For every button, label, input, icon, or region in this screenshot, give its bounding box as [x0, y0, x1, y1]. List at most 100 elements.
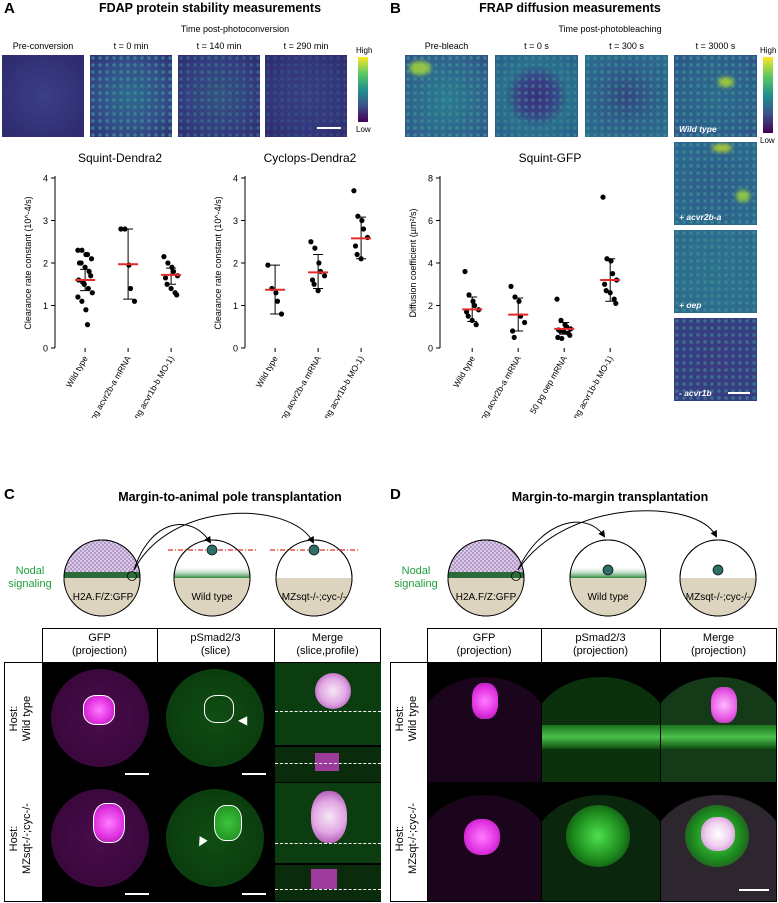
- chart-cyclops-dendra2: Cyclops-Dendra2 0 1 2 3 4 Clearance rate const…: [213, 151, 372, 418]
- data-point: [559, 335, 565, 342]
- fdap-image-t0: [90, 55, 172, 137]
- frap-image-t3000: Wild type: [674, 55, 757, 137]
- col-header-c-1: pSmad2/3 (slice): [190, 632, 241, 657]
- data-point: [611, 296, 617, 302]
- data-point: [567, 332, 573, 338]
- chart-squint-dendra2: Squint-Dendra2 0 1 2 3 4 Clearance rate consta…: [23, 151, 182, 418]
- host-label-c-1: MZsqt-/-;cyc-/-: [281, 592, 347, 603]
- data-point: [122, 226, 128, 232]
- data-point: [354, 251, 360, 258]
- data-point: [79, 298, 85, 304]
- data-point: [82, 264, 88, 270]
- data-point: [168, 285, 174, 292]
- data-point: [466, 292, 472, 298]
- y-tick-label: 2: [43, 259, 48, 269]
- frame-label-b-0: Pre-bleach: [424, 41, 469, 51]
- y-tick-label: 4: [43, 174, 48, 184]
- schematic-d: [447, 510, 757, 617]
- nodal-label-c: Nodal signaling: [8, 565, 52, 590]
- frame-label-a-0: Pre-conversion: [12, 41, 74, 51]
- data-point: [309, 277, 316, 283]
- data-point: [561, 329, 567, 335]
- data-point: [522, 319, 528, 326]
- data-point: [608, 258, 614, 264]
- data-point: [512, 294, 518, 300]
- data-point: [604, 256, 610, 262]
- data-point: [508, 283, 514, 289]
- x-tick-label: 100 pg acvr2b-a mRNA: [470, 354, 523, 418]
- data-point: [165, 260, 171, 266]
- data-point: [83, 307, 89, 313]
- y-tick-label: 3: [43, 216, 48, 226]
- panel-a-letter: A: [4, 0, 15, 17]
- host-label-d-1: MZsqt-/-;cyc-/-: [685, 592, 751, 603]
- d-gfp-wt: [428, 663, 541, 782]
- data-point: [510, 328, 516, 334]
- y-tick-label: 4: [233, 174, 238, 184]
- data-point: [78, 260, 84, 266]
- data-point: [86, 268, 92, 275]
- nodal-label-d: Nodal signaling: [394, 565, 438, 590]
- data-point: [84, 322, 91, 328]
- y-tick-label: 0: [428, 344, 433, 354]
- panel-c-title: Margin-to-animal pole transplantation: [118, 490, 342, 504]
- c-gfp-wt: [43, 663, 157, 782]
- frap-side-label-2: + oep: [679, 300, 702, 310]
- data-point: [473, 322, 479, 328]
- data-point: [308, 239, 314, 245]
- data-point: [355, 213, 361, 219]
- data-point: [359, 217, 365, 224]
- data-point: [315, 288, 321, 294]
- data-point: [278, 311, 285, 317]
- frame-label-b-2: t = 300 s: [609, 41, 644, 51]
- panel-a-subtitle: Time post-photoconversion: [180, 24, 290, 34]
- frap-side-label-3: - acvr1b: [679, 388, 712, 398]
- data-point: [360, 226, 367, 232]
- frap-image-prebleach: [405, 55, 488, 137]
- panel-d-title: Margin-to-margin transplantation: [511, 490, 709, 504]
- frame-label-a-2: t = 140 min: [196, 41, 242, 51]
- panel-b-subtitle: Time post-photobleaching: [558, 24, 662, 34]
- y-tick-label: 1: [43, 301, 48, 311]
- x-tick-label: Wild type: [254, 354, 280, 390]
- data-point: [164, 281, 170, 287]
- data-point: [465, 313, 471, 319]
- data-point: [273, 290, 279, 296]
- data-point: [79, 247, 85, 253]
- d-psmad-wt: [542, 663, 660, 782]
- colorbar-a: [358, 57, 368, 122]
- chart-squint-gfp: Squint-GFP 0 2 4 6 8 Diffusion coefficient (µm…: [408, 151, 621, 418]
- data-point: [352, 243, 359, 249]
- col-header-d-1: pSmad2/3 (projection): [572, 632, 629, 657]
- c-merge-wt: [275, 663, 381, 782]
- colorbar-a-high: High: [356, 46, 373, 55]
- frap-image-t300: [585, 55, 668, 137]
- row-label-c-1: Host: MZsqt-/-;cyc-/-: [8, 803, 33, 874]
- data-point: [75, 247, 81, 253]
- data-point: [311, 281, 317, 287]
- table-d: [427, 628, 777, 902]
- data-point: [88, 256, 95, 262]
- data-point: [170, 268, 177, 275]
- data-point: [85, 285, 91, 292]
- y-tick-label: 2: [233, 259, 238, 269]
- d-psmad-mz: [542, 783, 660, 901]
- row-label-d-0: Host: Wild type: [394, 695, 419, 742]
- data-point: [174, 292, 180, 298]
- x-tick-label: Wild type: [451, 354, 477, 390]
- y-tick-label: 3: [233, 216, 238, 226]
- data-point: [81, 281, 87, 287]
- data-point: [554, 296, 560, 302]
- data-point: [75, 294, 81, 300]
- col-header-c-0: GFP (projection): [71, 632, 128, 657]
- panel-c-letter: C: [4, 486, 15, 503]
- data-point: [469, 317, 475, 323]
- d-merge-mz: [661, 783, 776, 901]
- row-label-d-1: Host: MZsqt-/-;cyc-/-: [394, 803, 419, 874]
- donor-label-d: H2A.F/Z:GFP: [455, 592, 517, 603]
- donor-label-c: H2A.F/Z:GFP: [72, 592, 134, 603]
- colorbar-b: [763, 57, 773, 133]
- data-point: [602, 281, 608, 287]
- c-gfp-mz: [43, 783, 157, 901]
- data-point: [312, 245, 318, 251]
